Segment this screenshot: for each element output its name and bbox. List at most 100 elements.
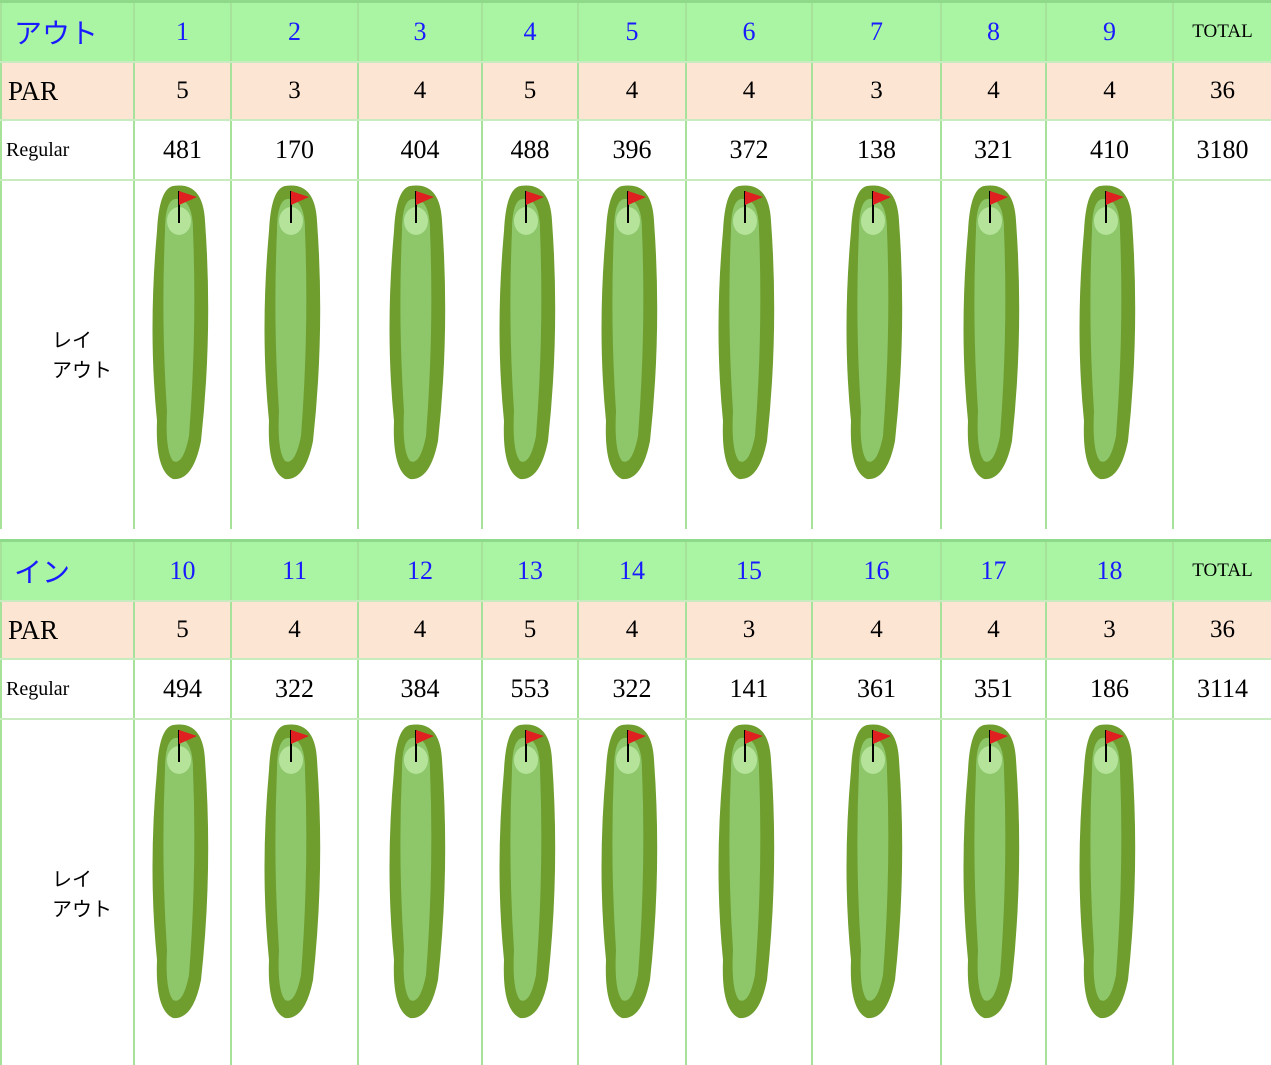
layout-label: レイ アウト	[0, 180, 135, 529]
flag	[745, 730, 763, 744]
hole-map	[1079, 185, 1135, 480]
hole-image-cell	[481, 180, 579, 529]
hole-fairway	[510, 198, 542, 462]
hole-image-cell	[811, 719, 942, 1065]
par-value: 3	[811, 62, 942, 121]
hole-fairway	[274, 737, 306, 1001]
hole-number: 13	[481, 539, 579, 602]
regular-value: 351	[940, 659, 1047, 720]
flag	[745, 191, 763, 205]
flag	[416, 191, 434, 205]
hole-map	[1079, 724, 1135, 1019]
regular-row: Regular 481 170 404 488 396 372 138 321 410 3180	[0, 120, 1271, 181]
regular-value: 361	[811, 659, 942, 720]
header-row: アウト 1 2 3 4 5 6 7 8 9 TOTAL	[0, 0, 1271, 63]
regular-total: 3114	[1172, 659, 1271, 720]
layout-row: レイ アウト	[0, 719, 1271, 1065]
par-value: 4	[940, 62, 1047, 121]
par-value: 4	[577, 62, 687, 121]
hole-image-cell	[685, 180, 813, 529]
hole-number: 3	[357, 0, 483, 63]
hole-number: 7	[811, 0, 942, 63]
flag	[178, 730, 197, 744]
regular-label: Regular	[0, 659, 135, 720]
par-row: PAR 5 4 4 5 4 3 4 4 3 36	[0, 601, 1271, 660]
par-value: 5	[481, 62, 579, 121]
hole-image-cell	[577, 180, 687, 529]
hole-number: 4	[481, 0, 579, 63]
hole-fairway	[856, 198, 888, 462]
hole-map	[846, 185, 902, 480]
section-label: アウト	[0, 0, 135, 63]
flag	[1105, 730, 1124, 744]
hole-map	[963, 724, 1019, 1019]
hole-number: 15	[685, 539, 813, 602]
hole-image-cell	[1045, 180, 1174, 529]
flag	[872, 730, 891, 744]
par-value: 3	[685, 601, 813, 660]
par-row: PAR 5 3 4 5 4 4 3 4 4 36	[0, 62, 1271, 121]
regular-label: Regular	[0, 120, 135, 181]
hole-image-cell	[577, 719, 687, 1065]
par-value: 4	[685, 62, 813, 121]
spacer-cell	[1, 529, 1271, 541]
hole-fairway	[1089, 737, 1121, 1001]
flag	[290, 730, 309, 744]
hole-fairway	[274, 198, 306, 462]
hole-image-cell	[940, 719, 1047, 1065]
hole-map	[499, 185, 556, 480]
layout-label: レイ アウト	[0, 719, 135, 1065]
hole-fairway	[162, 198, 194, 462]
par-value: 4	[577, 601, 687, 660]
layout-label-line: レイ	[52, 328, 92, 352]
flag	[628, 730, 646, 744]
hole-map	[389, 724, 446, 1019]
hole-fairway	[856, 737, 888, 1001]
regular-value: 488	[481, 120, 579, 181]
hole-image-cell	[357, 719, 483, 1065]
regular-value: 141	[685, 659, 813, 720]
hole-image-cell	[230, 180, 359, 529]
par-value: 3	[230, 62, 359, 121]
hole-number: 8	[940, 0, 1047, 63]
hole-fairway	[729, 737, 761, 1001]
hole-number: 6	[685, 0, 813, 63]
hole-fairway	[1089, 198, 1121, 462]
flag	[1105, 191, 1124, 205]
hole-map	[601, 185, 658, 480]
hole-number: 2	[230, 0, 359, 63]
par-value: 3	[1045, 601, 1174, 660]
hole-fairway	[729, 198, 761, 462]
hole-map	[389, 185, 446, 480]
hole-image-cell	[811, 180, 942, 529]
par-value: 4	[357, 62, 483, 121]
regular-row: Regular 494 322 384 553 322 141 361 351 186 3114	[0, 659, 1271, 720]
hole-map	[152, 185, 208, 480]
regular-value: 384	[357, 659, 483, 720]
layout-label-line: レイ	[52, 867, 92, 891]
hole-fairway	[973, 737, 1005, 1001]
regular-value: 186	[1045, 659, 1174, 720]
par-value: 4	[357, 601, 483, 660]
total-header: TOTAL	[1172, 539, 1271, 602]
hole-image-cell	[230, 719, 359, 1065]
hole-number: 9	[1045, 0, 1174, 63]
regular-value: 553	[481, 659, 579, 720]
hole-image-cell	[133, 719, 232, 1065]
flag	[526, 191, 544, 205]
flag	[872, 191, 891, 205]
layout-label-line: アウト	[52, 897, 112, 921]
hole-map	[152, 724, 208, 1019]
flag	[526, 730, 544, 744]
hole-fairway	[400, 737, 432, 1001]
hole-image-cell	[940, 180, 1047, 529]
hole-fairway	[510, 737, 542, 1001]
hole-map	[963, 185, 1019, 480]
regular-value: 321	[940, 120, 1047, 181]
regular-value: 404	[357, 120, 483, 181]
hole-image-cell	[1045, 719, 1174, 1065]
empty-cell	[1172, 719, 1271, 1065]
regular-value: 322	[230, 659, 359, 720]
